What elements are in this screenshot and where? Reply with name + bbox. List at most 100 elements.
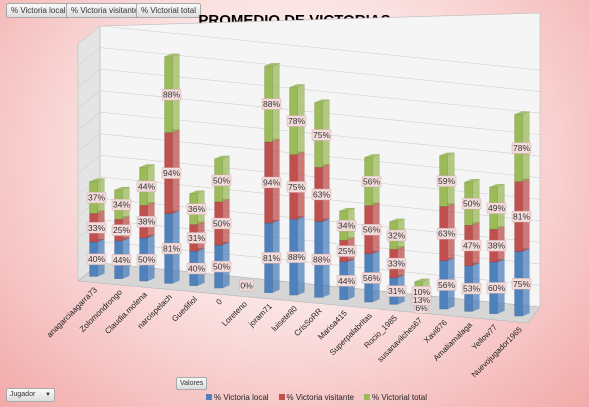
gridline [77,68,541,114]
data-label-total-0: 37% [88,193,105,203]
data-label-bg [136,180,157,193]
data-label-local-4: 40% [188,264,205,274]
legend-label-total: % Victorial total [371,392,427,402]
bar-stack-7: 81% 94% 88% [261,62,282,294]
data-label-group-total-7: 88% [261,98,282,110]
data-label-local-6: 0% [240,280,253,290]
data-label-bg [186,203,207,215]
data-label-total-14: 59% [438,176,455,186]
bar-top-total-13 [414,278,430,282]
data-label-group-visitante-2: 38% [136,215,157,228]
field-button-victoria-total[interactable]: % Victorial total [136,3,201,18]
data-label-total-3: 88% [163,90,180,100]
data-label-group-visitante-8: 75% [286,181,307,193]
data-label-group-total-8: 78% [286,115,307,127]
data-label-group-total-5: 50% [211,174,232,187]
category-label-0: anagarciaagarra73 [45,285,99,339]
data-label-bg [111,198,132,211]
data-label-visitante-5: 50% [213,218,230,228]
data-label-total-9: 75% [313,130,330,140]
data-label-visitante-16: 38% [488,241,505,251]
data-label-local-1: 44% [113,255,130,265]
bar-stack-10: 44% 25% 34% [336,207,357,301]
data-label-total-10: 34% [338,221,355,231]
data-label-local-3: 81% [163,244,180,254]
jugador-filter-dropdown[interactable]: Jugador ▼ [6,388,55,402]
data-label-total-15: 50% [463,199,480,209]
data-label-group-total-12: 32% [386,229,407,242]
data-label-visitante-10: 25% [338,246,355,256]
data-label-group-visitante-12: 33% [386,257,407,270]
data-label-visitante-12: 33% [388,259,405,269]
bar-stack-16: 60% 38% 49% [486,183,507,315]
data-label-group-total-17: 78% [511,142,532,154]
gridline [77,176,541,222]
bar-top-total-12 [389,218,405,222]
bar-stack-9: 88% 63% 75% [311,99,332,298]
data-label-visitante-8: 75% [288,182,305,192]
bar-stack-5: 50% 50% 50% [211,155,232,289]
data-label-bg [436,175,457,187]
data-label-group-local-2: 50% [136,253,157,266]
data-label-group-local-12: 31% [386,285,407,297]
data-label-group-local-16: 60% [486,282,507,294]
valores-field-button[interactable]: Valores [176,377,208,390]
data-label-visitante-9: 63% [313,189,330,199]
bar-stack-14: 56% 63% 59% [436,152,457,310]
data-label-group-visitante-1: 25% [111,224,132,236]
bar-top-total-0 [89,178,105,182]
data-label-group-visitante-3: 94% [161,167,182,179]
data-label-visitante-2: 38% [138,217,155,227]
data-label-group-visitante-11: 56% [361,224,382,236]
data-label-local-2: 50% [138,255,155,265]
bar-stack-4: 40% 31% 36% [186,190,207,287]
category-label-5: 0 [214,297,224,307]
data-label-visitante-15: 47% [463,241,480,251]
data-label-bg [286,115,307,127]
data-label-bg [211,260,232,273]
data-label-group-local-1: 44% [111,254,132,266]
data-label-bg [361,175,382,188]
data-label-total-8: 78% [288,116,305,126]
data-label-visitante-17: 81% [513,212,530,222]
data-label-bg [461,239,482,252]
bar-top-total-16 [489,183,505,188]
data-label-visitante-14: 63% [438,229,455,239]
data-label-group-total-15: 50% [461,198,482,210]
data-label-bg [261,252,282,264]
plot-area: 40%33%37%anagarciaagarra7344%25%34%Zolom… [45,12,541,379]
data-label-visitante-0: 33% [88,223,105,233]
data-label-bg [511,278,532,290]
data-label-bg [286,251,307,263]
legend-label-visitante: % Victoria visitante [286,392,354,402]
data-label-group-visitante-17: 81% [511,210,532,223]
data-label-bg [311,253,332,266]
bar-top-total-17 [514,111,530,115]
gridline [77,154,541,200]
bar-top-total-3 [164,53,180,57]
bar-stack-8: 88% 75% 78% [286,84,307,296]
data-label-bg [211,217,232,230]
data-label-local-14: 56% [438,280,455,290]
data-label-visitante-3: 94% [163,168,180,178]
legend-swatch-total [363,394,370,400]
category-label-14: Xavi876 [422,318,449,345]
data-label-total-16: 49% [488,203,505,213]
data-label-local-5: 50% [213,262,230,272]
data-label-group-total-1: 34% [111,198,132,211]
data-label-total-17: 78% [513,143,530,153]
data-label-group-total-9: 75% [311,129,332,141]
gridline [77,133,541,179]
data-label-bg [311,129,332,141]
data-label-visitante-7: 94% [263,177,280,187]
data-label-group-local-8: 88% [286,251,307,263]
data-label-group-visitante-0: 33% [86,222,107,234]
data-label-bg [336,245,357,257]
data-label-group-local-7: 81% [261,252,282,264]
category-label-4: Guedifiol [170,295,199,324]
data-label-group-local-17: 75% [511,278,532,290]
category-label-7: joram71 [246,301,274,329]
data-label-bg [336,219,357,232]
data-label-group-visitante-9: 63% [311,188,332,201]
